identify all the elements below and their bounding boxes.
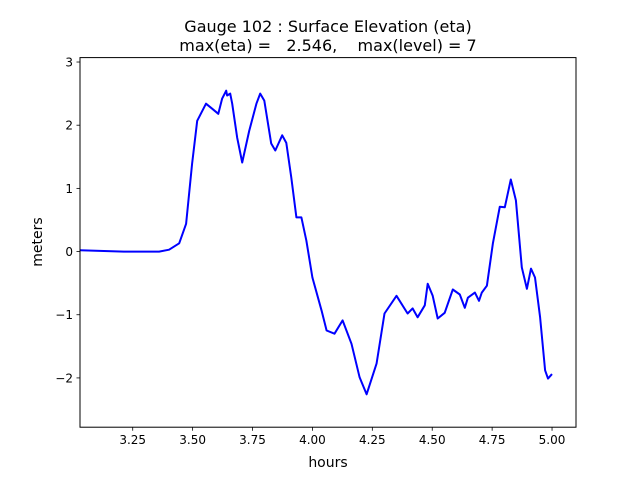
- x-axis-label: hours: [308, 455, 347, 471]
- y-tick-label: 3: [65, 56, 73, 70]
- y-tick-label: −2: [55, 371, 73, 385]
- plot-area-frame: [79, 57, 577, 428]
- x-tick-label: 3.50: [179, 433, 206, 447]
- x-tick-label: 4.50: [419, 433, 446, 447]
- x-tick-label: 5.00: [539, 433, 566, 447]
- y-axis-label: meters: [30, 217, 46, 266]
- y-tick-label: −1: [55, 308, 73, 322]
- y-tick-label: 1: [65, 182, 73, 196]
- chart-subtitle: max(eta) = 2.546, max(level) = 7: [179, 36, 476, 55]
- chart-title: Gauge 102 : Surface Elevation (eta): [184, 17, 471, 36]
- y-tick-label: 0: [65, 245, 73, 259]
- x-tick-label: 3.75: [239, 433, 266, 447]
- y-tick-label: 2: [65, 119, 73, 133]
- series-line-eta: [79, 89, 553, 396]
- x-tick-label: 4.75: [479, 433, 506, 447]
- x-tick-label: 4.25: [359, 433, 386, 447]
- x-tick-label: 4.00: [299, 433, 326, 447]
- x-tick-label: 3.25: [119, 433, 146, 447]
